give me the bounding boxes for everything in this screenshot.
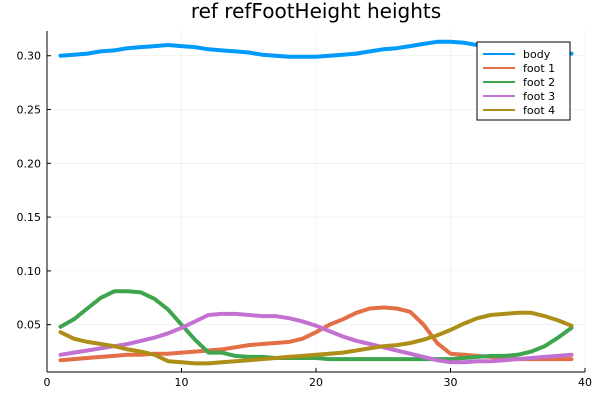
y-tick-label: 0.20	[17, 157, 42, 170]
chart-title: ref refFootHeight heights	[191, 0, 441, 23]
series-line-foot-3	[58, 311, 574, 365]
y-tick-label: 0.05	[17, 319, 42, 332]
legend-label-body: body	[523, 48, 551, 61]
y-tick-label: 0.10	[17, 265, 42, 278]
legend-label-foot-4: foot 4	[523, 104, 555, 117]
series-line-foot-2	[58, 289, 574, 362]
legend-label-foot-2: foot 2	[523, 76, 555, 89]
x-tick-label: 40	[578, 376, 592, 389]
y-tick-label: 0.25	[17, 104, 42, 117]
legend-label-foot-1: foot 1	[523, 62, 555, 75]
x-tick-label: 10	[175, 376, 189, 389]
series-layer	[58, 39, 574, 366]
legend-label-foot-3: foot 3	[523, 90, 555, 103]
y-tick-label: 0.30	[17, 50, 42, 63]
y-tick-label: 0.15	[17, 211, 42, 224]
series-line-foot-4	[58, 310, 574, 366]
axes: 0 10 20 30 40 0.05 0.10 0.15 0.20 0.25 0.30	[17, 31, 592, 389]
x-tick-label: 30	[444, 376, 458, 389]
x-tick-label: 0	[44, 376, 51, 389]
x-tick-label: 20	[309, 376, 323, 389]
